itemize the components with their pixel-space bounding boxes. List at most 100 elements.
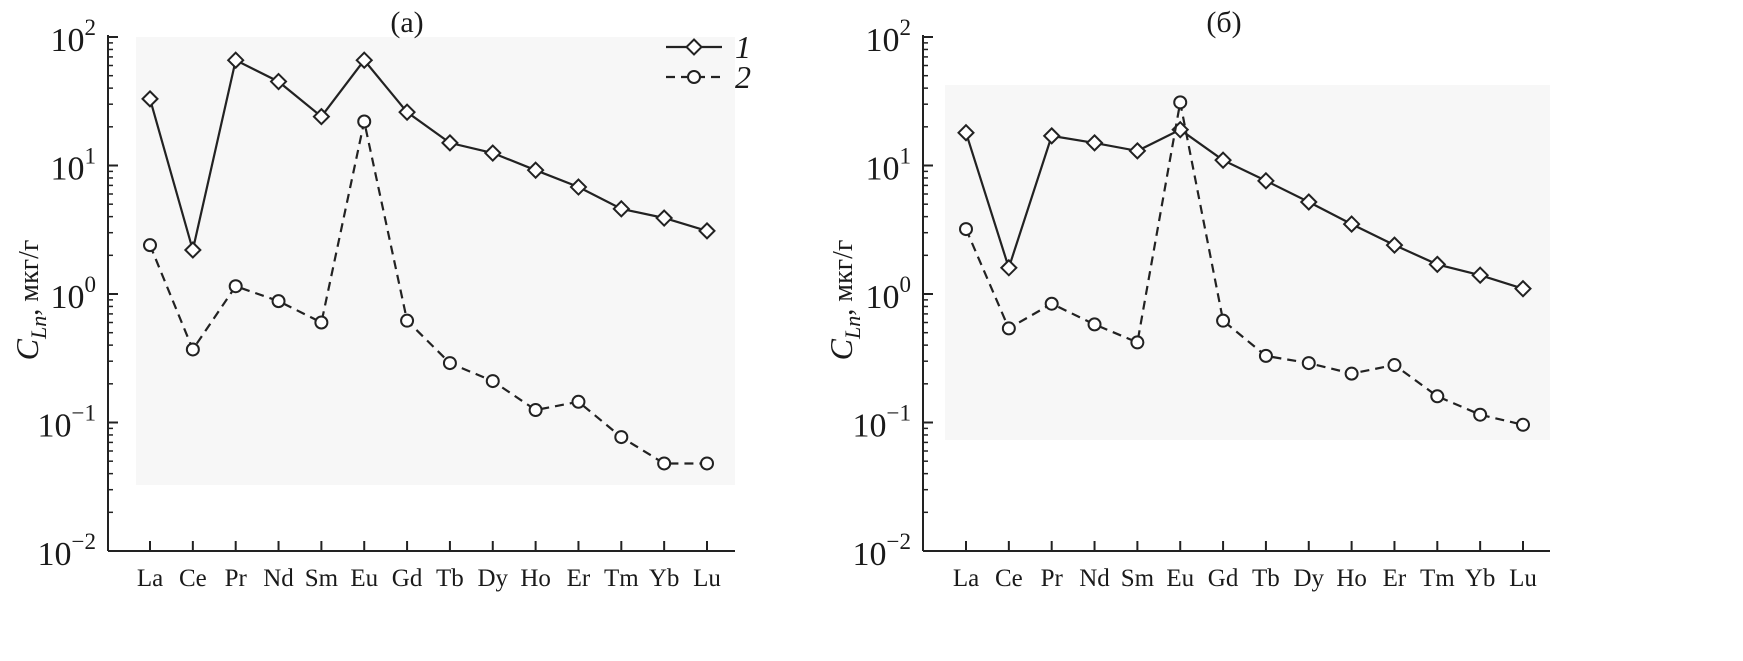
x-tick-label: La — [137, 565, 163, 592]
series-2-point — [357, 114, 372, 129]
series-1-point — [312, 107, 331, 126]
series-2-point — [571, 394, 586, 409]
x-tick-label: Yb — [649, 565, 680, 592]
series-2-point — [400, 313, 415, 328]
series-2-point — [1301, 356, 1316, 371]
x-tick-label: Dy — [1293, 565, 1324, 592]
x-tick-label: Dy — [477, 565, 508, 592]
series-1-point — [1128, 141, 1147, 160]
series-2-point — [700, 456, 714, 471]
series-1-point — [141, 89, 159, 108]
series-1-point — [612, 199, 631, 218]
x-tick-label: Yb — [1465, 565, 1496, 592]
x-tick-label: Ce — [995, 565, 1023, 592]
series-2-point — [228, 279, 243, 294]
series-2-point — [959, 222, 973, 237]
series-2-line — [964, 102, 1524, 426]
series-2-point — [442, 356, 457, 371]
legend-label-1: 1 — [735, 29, 751, 65]
series-2-point — [528, 403, 543, 418]
x-tick-label: Tb — [436, 565, 464, 592]
y-axis-label: CLn, мкг/г — [823, 240, 865, 361]
series-2-point — [614, 430, 629, 445]
y-axis-label: CLn, мкг/г — [9, 240, 51, 361]
y-tick-label: 102 — [51, 15, 97, 59]
x-tick-label: Ho — [520, 565, 551, 592]
chart-title: (а) — [390, 6, 423, 39]
series-1-line — [148, 58, 708, 251]
series-1-point — [1214, 151, 1232, 170]
chart-title: (б) — [1206, 6, 1241, 39]
series-1-point — [1514, 279, 1532, 298]
y-tick-label: 102 — [866, 15, 912, 59]
x-tick-label: Pr — [1041, 565, 1064, 592]
chart-panel-2: 102 101 100 10−1 10−2 La Ce Pr Nd Sm Eu Gd Tb Dy Ho Er T… — [823, 6, 1550, 592]
x-tick-label: Gd — [1208, 565, 1239, 592]
x-tick-label: Lu — [1509, 565, 1537, 592]
plot-background — [945, 85, 1550, 440]
series-1-point — [1385, 236, 1404, 255]
series-1-point — [398, 103, 416, 122]
series-2-point — [1430, 389, 1445, 404]
x-tick-label: Tm — [604, 565, 639, 592]
legend-label-2: 2 — [735, 59, 751, 95]
series-1-point — [1428, 255, 1447, 274]
x-tick-label: Ce — [179, 565, 207, 592]
series-2-point — [1216, 313, 1231, 328]
series-1-point — [1299, 193, 1318, 211]
legend-marker-1 — [685, 38, 703, 56]
series-2-point — [271, 294, 286, 309]
y-tick-label: 101 — [866, 144, 912, 188]
series-1-point — [1471, 266, 1490, 285]
series-1-point — [1085, 133, 1104, 152]
series-2-point — [1387, 358, 1402, 373]
x-tick-label: Ho — [1336, 565, 1367, 592]
plot-background — [136, 37, 735, 485]
series-2-line — [148, 121, 707, 465]
x-tick-label: Gd — [392, 565, 423, 592]
x-tick-label: Nd — [1079, 565, 1110, 592]
y-tick-label: 10−1 — [853, 401, 911, 445]
x-tick-label: Eu — [350, 565, 378, 592]
x-tick-label: Nd — [263, 565, 294, 592]
series-2-point — [185, 342, 200, 357]
y-tick-label: 10−2 — [853, 529, 911, 573]
series-1-point — [483, 144, 502, 162]
series-1-point — [957, 123, 975, 142]
series-2-point — [1087, 317, 1102, 332]
series-1-point — [269, 72, 288, 91]
series-2-point — [657, 456, 672, 471]
series-2-point — [314, 315, 329, 330]
y-tick-label: 10−1 — [38, 401, 96, 445]
series-1-point — [999, 258, 1018, 277]
legend-marker-2 — [687, 70, 701, 84]
series-2-point — [1516, 417, 1530, 432]
y-tick-label: 10−2 — [38, 529, 96, 573]
series-2-point — [1473, 407, 1488, 422]
series-1-point — [569, 178, 588, 196]
series-2-point — [1001, 321, 1016, 336]
series-1-point — [355, 51, 374, 70]
y-tick-label: 100 — [51, 272, 97, 316]
series-2-point — [1044, 296, 1059, 311]
x-tick-label: Pr — [225, 565, 248, 592]
series-2-point — [1173, 95, 1188, 110]
series-1-point — [226, 51, 245, 70]
x-tick-label: La — [953, 565, 979, 592]
series-1-point — [1042, 126, 1061, 145]
y-tick-label: 100 — [866, 272, 912, 316]
series-2-point — [485, 374, 500, 389]
series-1-point — [441, 133, 459, 152]
series-2-point — [143, 238, 157, 253]
series-1-point — [655, 209, 674, 227]
x-tick-label: Lu — [693, 565, 721, 592]
x-tick-label: Tb — [1252, 565, 1280, 592]
series-2-point — [1344, 366, 1359, 381]
x-tick-label: Eu — [1166, 565, 1194, 592]
series-2-point — [1130, 335, 1145, 350]
x-tick-label: Er — [567, 565, 591, 592]
x-tick-label: Sm — [305, 565, 339, 592]
series-1-point — [183, 241, 202, 259]
x-tick-label: Tm — [1420, 565, 1455, 592]
x-tick-label: Sm — [1121, 565, 1155, 592]
